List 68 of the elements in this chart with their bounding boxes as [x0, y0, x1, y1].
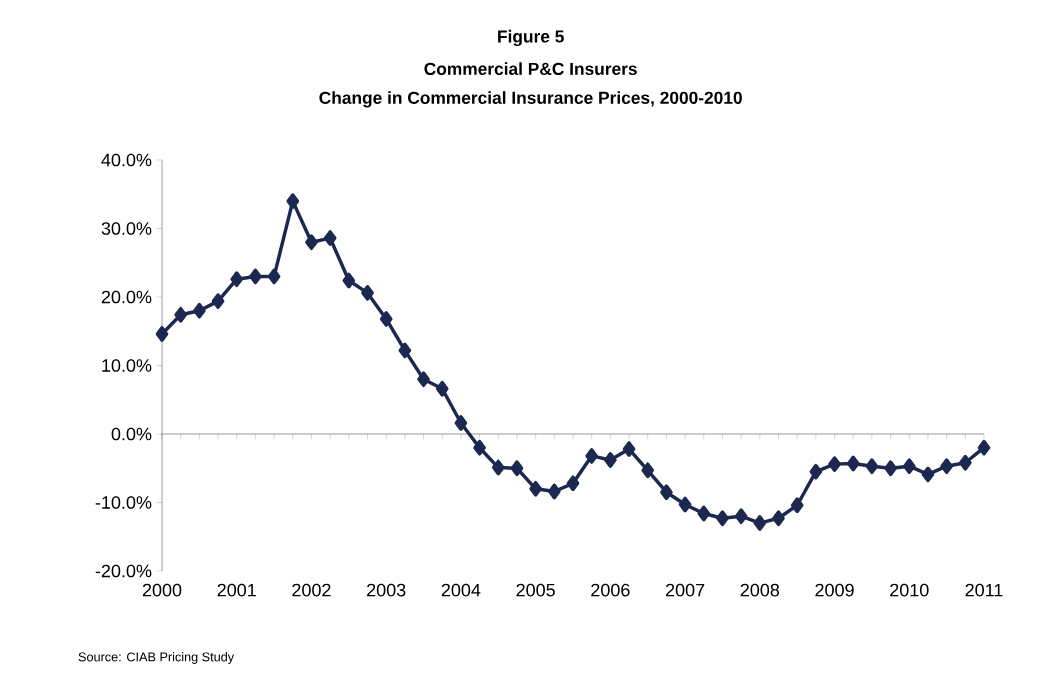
- point: [361, 285, 374, 301]
- x-tick-label: 2007: [665, 583, 705, 597]
- point: [473, 439, 486, 456]
- y-tick-label: -10.0%: [95, 496, 152, 509]
- x-tick-label: 2003: [367, 583, 406, 597]
- point: [958, 454, 972, 471]
- point: [772, 510, 785, 527]
- point: [716, 510, 729, 527]
- point: [510, 460, 524, 477]
- y-tick-label: 20.0%: [101, 290, 152, 304]
- point: [174, 306, 188, 323]
- point: [379, 311, 393, 327]
- point: [342, 272, 356, 289]
- x-tick-label: 2002: [292, 583, 331, 597]
- point: [902, 458, 916, 475]
- point: [155, 326, 169, 342]
- y-tick-label: 10.0%: [102, 359, 152, 372]
- point: [697, 505, 711, 522]
- point: [809, 463, 823, 480]
- point: [977, 439, 991, 456]
- point: [435, 380, 449, 397]
- point: [286, 193, 300, 209]
- point: [305, 234, 318, 251]
- y-tick-label: 40.0%: [101, 153, 152, 167]
- point: [846, 455, 860, 472]
- point: [454, 415, 468, 431]
- point: [678, 496, 692, 513]
- chart-title: Figure 5: [498, 29, 564, 47]
- point: [230, 271, 244, 288]
- point: [398, 342, 412, 359]
- y-tick-label: 30.0%: [101, 222, 152, 235]
- x-tick-label: 2005: [516, 583, 555, 597]
- point: [566, 475, 580, 492]
- point: [641, 462, 655, 479]
- x-tick-label: 2009: [815, 583, 854, 597]
- point: [865, 458, 879, 475]
- x-tick-label: 2008: [740, 583, 780, 597]
- x-tick-label: 2011: [965, 583, 1003, 597]
- text: Change in Commercial Insurance Prices, 2000-2010: [319, 91, 742, 108]
- point: [491, 459, 505, 476]
- point: [753, 515, 767, 531]
- point: [267, 268, 281, 285]
- x-tick-label: 2000: [142, 583, 182, 597]
- x-tick-label: 2001: [217, 583, 256, 597]
- point: [323, 230, 337, 246]
- x-tick-label: 2010: [890, 583, 929, 597]
- point: [547, 483, 561, 500]
- point: [604, 452, 617, 468]
- point: [660, 484, 673, 501]
- x-tick-label: 2006: [591, 583, 630, 597]
- source-note: Source: CIAB Pricing Study: [78, 652, 235, 664]
- point: [884, 460, 897, 477]
- x-tick-label: 2004: [441, 583, 481, 597]
- point: [417, 371, 430, 388]
- point: [622, 441, 636, 457]
- point: [249, 268, 262, 285]
- point: [790, 497, 804, 514]
- point: [193, 302, 206, 319]
- point: [585, 448, 599, 464]
- chart-subtitle: Commercial P&C Insurers: [424, 62, 637, 76]
- point: [211, 293, 225, 309]
- y-tick-label: 0.0%: [111, 427, 152, 441]
- y-tick-label: -20.0%: [95, 564, 152, 578]
- point: [940, 458, 953, 475]
- point: [828, 456, 841, 473]
- point: [734, 508, 748, 525]
- point: [529, 480, 542, 497]
- point: [921, 466, 935, 483]
